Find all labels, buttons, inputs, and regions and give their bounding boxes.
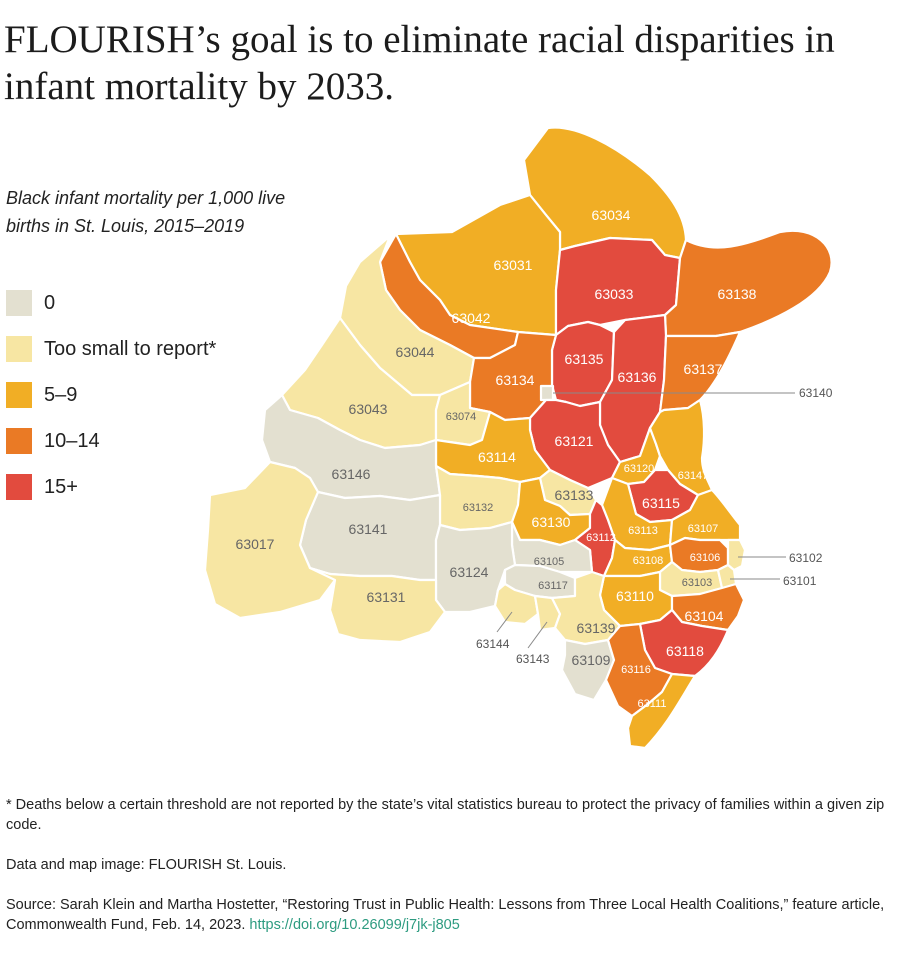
zip-label: 63108 [633, 555, 664, 567]
legend-item-zero: 0 [6, 280, 216, 326]
footnote-text: * Deaths below a certain threshold are n… [6, 797, 885, 833]
zip-label: 63115 [642, 495, 680, 511]
legend-item-too-small: Too small to report* [6, 326, 216, 372]
legend-swatch [6, 428, 32, 454]
data-credit: Data and map image: FLOURISH St. Louis. [6, 857, 287, 873]
zip-label: 63138 [718, 286, 757, 302]
zip-area-63140 [539, 384, 555, 402]
zip-label: 63110 [616, 588, 654, 604]
zip-label: 63134 [496, 372, 535, 388]
zip-label: 63114 [478, 449, 516, 465]
zip-label: 63043 [349, 401, 388, 417]
legend-swatch [6, 382, 32, 408]
legend-swatch [6, 336, 32, 362]
zip-label: 63106 [690, 552, 721, 564]
map-subtitle: Black infant mortality per 1,000 live bi… [6, 188, 286, 236]
zip-label: 63137 [684, 361, 723, 377]
callout-label: 63102 [789, 551, 823, 565]
zip-label: 63042 [452, 310, 491, 326]
zip-label: 63141 [349, 521, 388, 537]
zip-label: 63124 [450, 564, 489, 580]
zip-label: 63112 [586, 532, 616, 544]
zip-label: 63034 [592, 207, 631, 223]
zip-label: 63103 [682, 577, 713, 589]
zip-label: 63117 [538, 580, 568, 592]
zip-label: 63132 [463, 502, 494, 514]
zip-label: 63131 [367, 589, 406, 605]
leader-line-63143 [527, 621, 548, 649]
page-title: FLOURISH’s goal is to eliminate racial d… [4, 18, 835, 108]
zip-label: 63147 [678, 470, 709, 482]
zip-label: 63044 [396, 344, 435, 360]
zip-label: 63118 [666, 643, 704, 659]
source-text: Source: Sarah Klein and Martha Hostetter… [6, 897, 885, 933]
zip-label: 63121 [555, 433, 594, 449]
callout-label: 63140 [799, 386, 833, 400]
zip-label: 63133 [555, 487, 594, 503]
zip-label: 63136 [618, 369, 657, 385]
zip-label: 63104 [685, 608, 724, 624]
zip-label: 63130 [532, 514, 571, 530]
callout-label: 63144 [476, 637, 510, 651]
legend-label: 0 [44, 291, 56, 314]
zip-area-63131 [308, 566, 447, 644]
zip-label: 63017 [236, 536, 275, 552]
callout-label: 63143 [516, 652, 550, 666]
zip-area-63102 [726, 538, 747, 572]
zip-label: 63031 [494, 257, 533, 273]
legend-item-5-9: 5–9 [6, 372, 216, 418]
zip-area-63111 [626, 672, 697, 750]
zip-label: 63120 [624, 463, 655, 475]
leader-line-63144 [496, 611, 513, 633]
doi-link[interactable]: https://doi.org/10.26099/j7jk-j805 [249, 917, 460, 933]
legend-item-15-plus: 15+ [6, 464, 216, 510]
map-legend: 0 Too small to report* 5–9 10–14 15+ [6, 280, 216, 510]
zip-code-map: 63034 63031 63033 63138 63042 63044 6313… [203, 126, 833, 750]
zip-area-63109 [560, 638, 616, 702]
zip-label: 63105 [534, 556, 565, 568]
zip-label: 63116 [621, 664, 651, 676]
footnotes: * Deaths below a certain threshold are n… [6, 795, 896, 955]
zip-label: 63135 [565, 351, 604, 367]
zip-label: 63111 [638, 698, 667, 710]
source-citation: Source: Sarah Klein and Martha Hostetter… [6, 895, 896, 935]
zip-label: 63033 [595, 286, 634, 302]
zip-area-63139 [550, 570, 622, 646]
zip-label: 63107 [688, 523, 719, 535]
legend-label: 10–14 [44, 429, 100, 452]
legend-label: 15+ [44, 475, 78, 498]
zip-label: 63109 [572, 652, 611, 668]
zip-area-63138 [663, 229, 833, 338]
zip-label: 63139 [577, 620, 616, 636]
zip-label: 63146 [332, 466, 371, 482]
zip-label: 63113 [628, 525, 658, 537]
legend-swatch [6, 290, 32, 316]
legend-label: 5–9 [44, 383, 78, 406]
legend-label: Too small to report* [44, 337, 217, 360]
legend-swatch [6, 474, 32, 500]
zip-label: 63074 [446, 411, 477, 423]
callout-label: 63101 [783, 574, 817, 588]
legend-item-10-14: 10–14 [6, 418, 216, 464]
